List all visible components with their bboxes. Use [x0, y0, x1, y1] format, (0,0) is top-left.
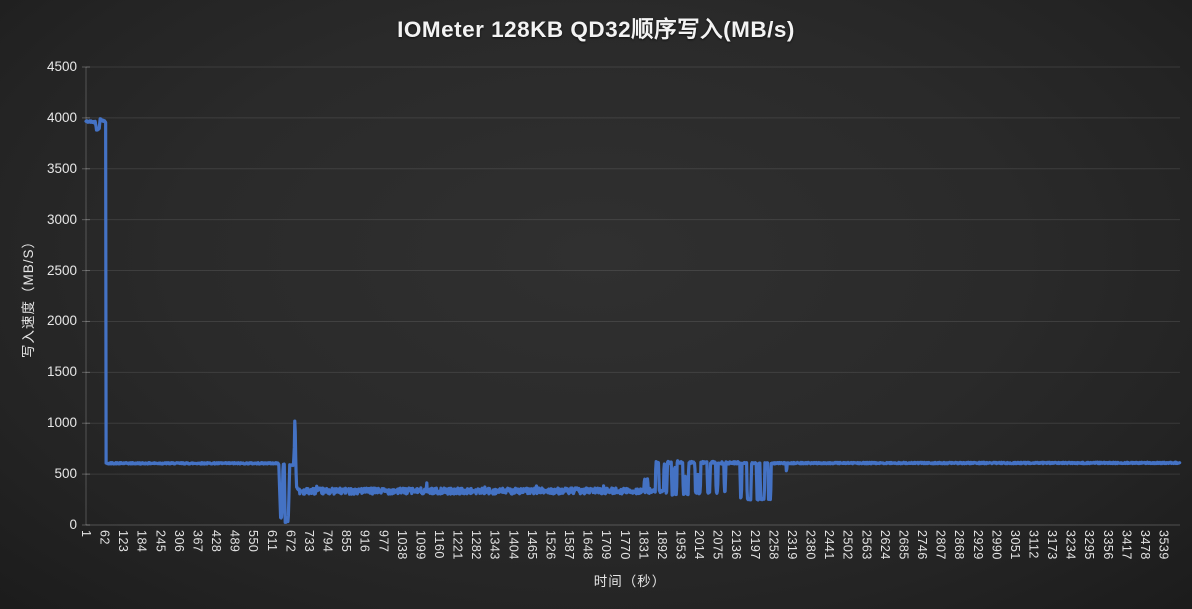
x-tick-label: 3234	[1063, 530, 1078, 560]
x-tick-label: 794	[320, 530, 335, 553]
y-tick-label: 500	[54, 466, 77, 482]
chart-title: IOMeter 128KB QD32顺序写入(MB/s)	[397, 17, 795, 42]
x-tick-label: 977	[376, 530, 391, 553]
x-tick-label: 3295	[1082, 530, 1097, 560]
x-tick-label: 3356	[1100, 530, 1115, 560]
x-tick-label: 428	[209, 530, 224, 553]
y-tick-label: 1000	[46, 415, 77, 431]
y-tick-label: 2000	[46, 313, 77, 329]
x-tick-label: 3417	[1119, 530, 1134, 560]
gridlines	[86, 66, 1180, 526]
x-tick-label: 2380	[803, 530, 818, 560]
y-tick-label: 2500	[46, 262, 77, 278]
x-tick-label: 1160	[431, 530, 446, 559]
x-tick-label: 184	[134, 530, 149, 553]
x-tick-label: 306	[171, 530, 186, 553]
x-tick-label: 3173	[1045, 530, 1060, 560]
x-tick-label: 3051	[1007, 530, 1022, 560]
x-tick-label: 2197	[747, 530, 762, 560]
axis-lines	[82, 66, 90, 526]
x-tick-label: 123	[116, 530, 131, 553]
x-tick-label: 1526	[543, 530, 558, 560]
x-tick-label: 245	[153, 530, 168, 553]
x-tick-label: 62	[97, 530, 112, 545]
y-tick-label: 3000	[46, 211, 77, 227]
x-tick-label: 855	[339, 530, 354, 553]
x-tick-label: 2685	[896, 530, 911, 560]
x-tick-label: 2563	[859, 530, 874, 560]
x-tick-label: 1038	[394, 530, 409, 560]
x-tick-label: 2746	[915, 530, 930, 560]
x-axis-title: 时间（秒）	[593, 574, 667, 589]
x-tick-label: 1	[79, 530, 93, 538]
x-tick-label: 1709	[599, 530, 614, 560]
y-tick-label: 0	[69, 517, 77, 532]
x-tick-label: 2868	[952, 530, 967, 560]
x-tick-label: 489	[227, 530, 242, 553]
x-tick-label: 1892	[654, 530, 669, 560]
x-tick-label: 1831	[636, 530, 651, 560]
y-tick-label: 4500	[46, 59, 77, 74]
x-tick-label: 1099	[413, 530, 428, 560]
x-tick-label: 2624	[877, 530, 892, 560]
x-tick-label: 2502	[840, 530, 855, 560]
x-tick-label: 733	[301, 530, 316, 553]
x-tick-label: 367	[190, 530, 205, 553]
y-tick-label: 4000	[46, 109, 77, 125]
x-tick-label: 2990	[989, 530, 1004, 560]
x-tick-label: 2441	[822, 530, 837, 560]
write-speed-line-series	[84, 117, 1182, 524]
x-tick-label: 3539	[1156, 530, 1171, 560]
x-tick-label: 3112	[1026, 530, 1041, 559]
x-tick-label: 3478	[1137, 530, 1152, 560]
x-tick-label: 2258	[766, 530, 781, 560]
x-tick-label: 1648	[580, 530, 595, 560]
x-tick-label: 1770	[617, 530, 632, 560]
x-tick-label: 2319	[784, 530, 799, 560]
x-tick-label: 2136	[729, 530, 744, 560]
x-tick-label: 1221	[450, 530, 465, 560]
x-tick-label: 2929	[970, 530, 985, 560]
x-tick-label: 2014	[692, 530, 707, 560]
x-tick-label: 2807	[933, 530, 948, 560]
x-tick-label: 916	[357, 530, 372, 553]
x-tick-label: 1343	[487, 530, 502, 560]
y-tick-label: 1500	[46, 364, 77, 380]
x-tick-label: 550	[246, 530, 261, 553]
x-tick-label: 2075	[710, 530, 725, 560]
y-tick-label: 3500	[46, 160, 77, 176]
x-tick-label: 1587	[562, 530, 577, 560]
x-tick-label: 1282	[469, 530, 484, 560]
x-tick-label: 1465	[524, 530, 539, 560]
x-tick-label: 1953	[673, 530, 688, 560]
y-axis-title: 写入速度（MB/S）	[21, 233, 36, 359]
x-tick-label: 1404	[506, 530, 521, 560]
x-tick-label: 672	[283, 530, 298, 553]
x-tick-label: 611	[264, 530, 279, 552]
